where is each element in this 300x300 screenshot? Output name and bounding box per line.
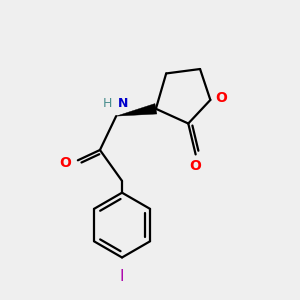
Text: O: O xyxy=(190,159,202,173)
Text: N: N xyxy=(118,97,128,110)
Text: H: H xyxy=(103,97,112,110)
Text: I: I xyxy=(120,269,124,284)
Text: O: O xyxy=(59,156,71,170)
Polygon shape xyxy=(116,103,157,116)
Text: O: O xyxy=(216,92,227,106)
